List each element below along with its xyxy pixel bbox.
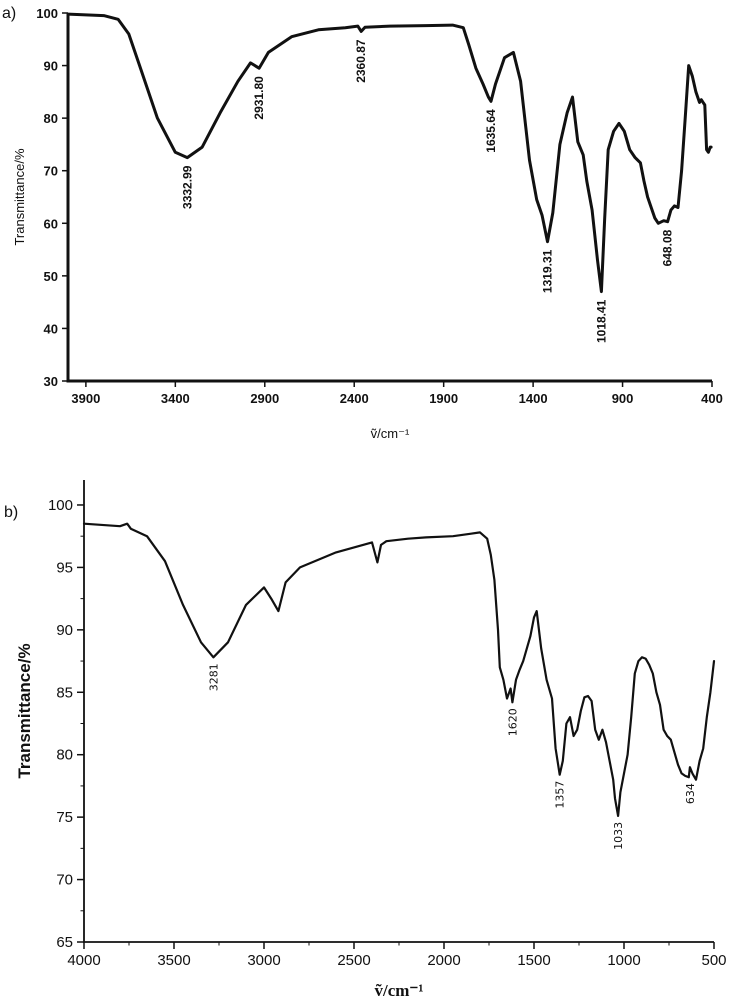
x-tick-label: 1000	[607, 952, 640, 969]
x-tick-label: 1400	[519, 391, 548, 406]
y-tick-label: 60	[44, 216, 58, 231]
peak-label: 2931.80	[252, 76, 266, 120]
peak-label: 1319.31	[541, 249, 555, 293]
x-tick-label: 500	[701, 952, 726, 969]
ftir-chart-b-svg: b) 65 70 75 80 85 90 95 100 4000 3500 3000 2500 2000 1…	[4, 480, 727, 1000]
y-tick-label: 85	[56, 684, 73, 701]
peak-label: 3332.99	[180, 165, 194, 209]
x-tick-label: 900	[612, 391, 634, 406]
y-tick-label: 40	[44, 321, 58, 336]
peak-label: 648.08	[661, 229, 675, 266]
y-tick-label: 90	[44, 59, 58, 74]
y-tick-label: 80	[56, 747, 73, 764]
peak-label: 1357	[554, 781, 567, 809]
x-axis-label: ṽ/cm⁻¹	[371, 426, 410, 441]
y-tick-label: 65	[56, 934, 73, 951]
y-tick-label: 75	[56, 809, 73, 826]
x-tick-label: 3900	[71, 391, 100, 406]
y-tick-label: 70	[44, 164, 58, 179]
x-tick-label: 3500	[157, 952, 190, 969]
y-axis-label: Transmittance/%	[15, 643, 34, 778]
x-tick-label: 4000	[67, 952, 100, 969]
y-tick-label: 90	[56, 622, 73, 639]
ftir-chart-a-svg: a) 30 40 50 60 70 80 90 100 3900 3400 2900 2400 1900 1…	[2, 5, 723, 441]
y-tick-label: 100	[48, 497, 73, 514]
peak-label: 1620	[506, 708, 519, 736]
y-tick-label: 70	[56, 872, 73, 889]
ftir-chart-a: a) 30 40 50 60 70 80 90 100 3900 3400 2900 2400 1900 1…	[0, 0, 730, 448]
x-tick-label: 1500	[517, 952, 550, 969]
peak-label: 2360.87	[354, 39, 368, 83]
spectrum-line	[82, 522, 716, 817]
y-axis-label: Transmittance/%	[12, 148, 27, 245]
x-tick-label: 2500	[337, 952, 370, 969]
x-tick-label: 2000	[427, 952, 460, 969]
y-tick-label: 50	[44, 269, 58, 284]
peak-label: 634	[684, 783, 697, 804]
axis-frame-1	[83, 480, 714, 943]
peak-label: 1635.64	[484, 109, 498, 153]
panel-label-1: b)	[4, 504, 18, 521]
peak-label: 1018.41	[594, 299, 608, 343]
peak-label: 1033	[612, 822, 625, 850]
x-tick-label: 3000	[247, 952, 280, 969]
y-tick-label: 30	[44, 374, 58, 389]
ftir-chart-b: b) 65 70 75 80 85 90 95 100 4000 3500 3000 2500 2000 1…	[0, 460, 730, 1002]
y-tick-label: 95	[56, 559, 73, 576]
x-tick-label: 2900	[250, 391, 279, 406]
axis-frame-0	[66, 13, 712, 383]
x-tick-label: 400	[701, 391, 723, 406]
y-tick-label: 80	[44, 111, 58, 126]
y-tick-label: 100	[36, 6, 58, 21]
x-tick-label: 3400	[161, 391, 190, 406]
spectrum-line	[66, 12, 713, 294]
x-tick-label: 2400	[340, 391, 369, 406]
x-axis-label: ṽ/cm⁻¹	[375, 981, 424, 1000]
panel-label-0: a)	[2, 5, 16, 22]
x-tick-label: 1900	[429, 391, 458, 406]
peak-label: 3281	[207, 663, 220, 691]
